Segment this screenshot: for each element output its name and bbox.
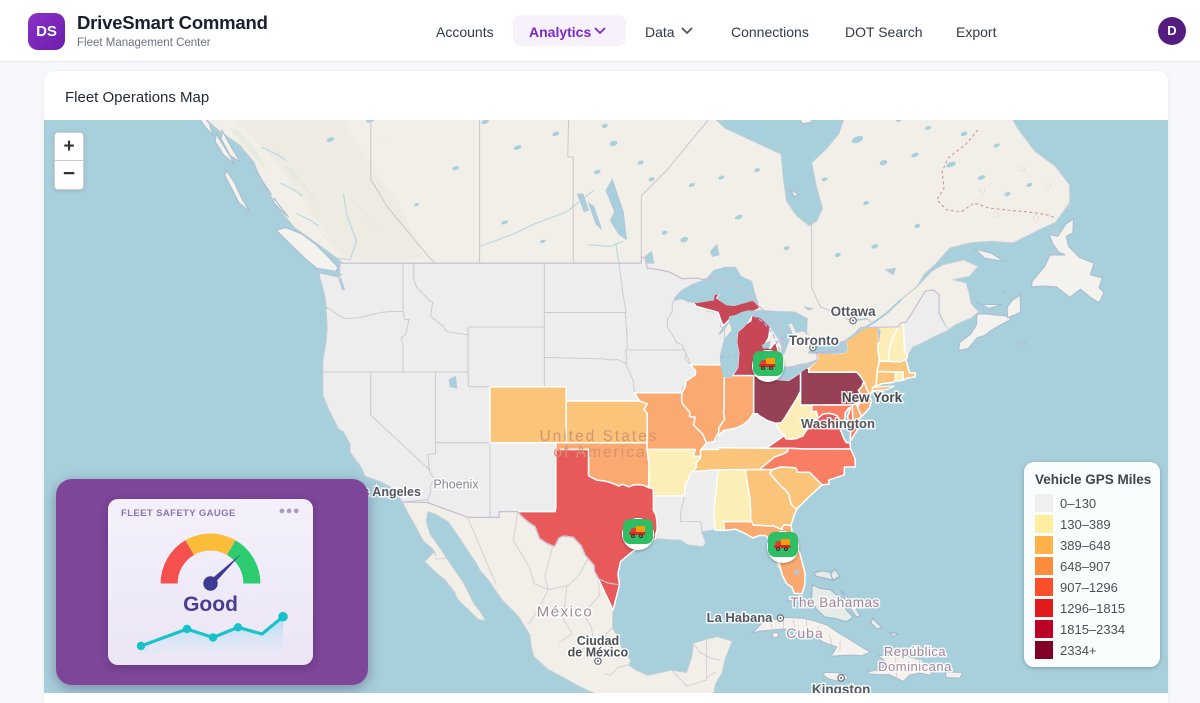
svg-text:The Bahamas: The Bahamas [790,595,880,610]
svg-text:United States: United States [539,428,658,445]
svg-text:República: República [884,644,947,659]
svg-text:Toronto: Toronto [789,333,839,348]
svg-text:Ciudad: Ciudad [577,634,619,648]
svg-text:New York: New York [842,390,903,405]
svg-text:México: México [537,604,594,621]
svg-text:Phoenix: Phoenix [433,478,479,492]
svg-text:of America: of America [553,444,646,461]
svg-text:Ottawa: Ottawa [831,304,877,319]
svg-text:La Habana: La Habana [707,610,774,625]
svg-text:de México: de México [568,646,629,660]
svg-text:Washington: Washington [801,416,875,431]
svg-text:Kingston: Kingston [812,682,871,693]
svg-text:Dominicana: Dominicana [878,659,952,674]
svg-text:Cuba: Cuba [786,625,823,641]
